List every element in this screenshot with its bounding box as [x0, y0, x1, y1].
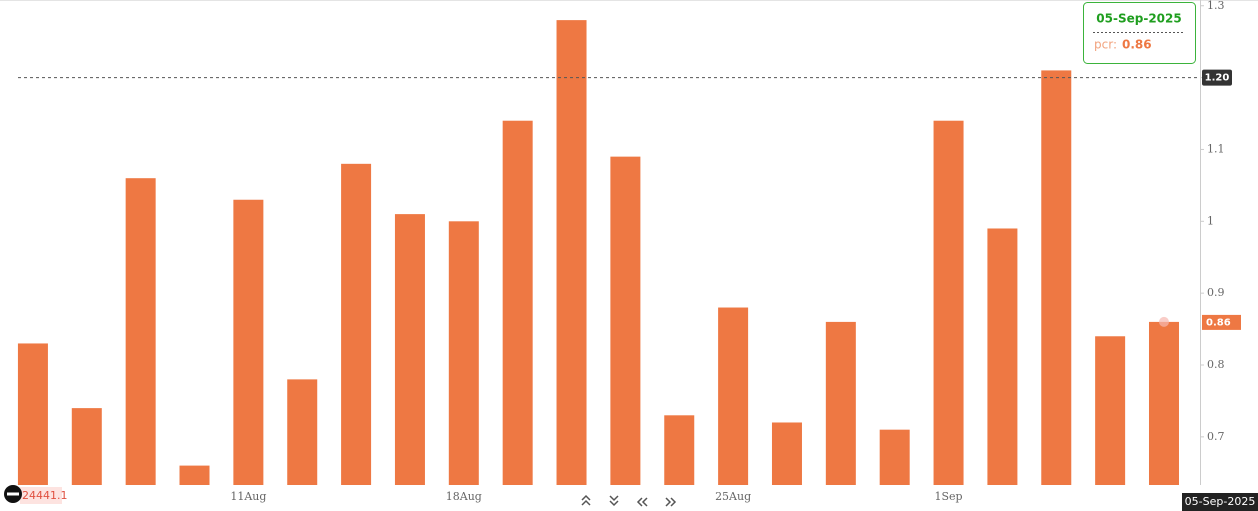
bar: [825, 321, 856, 485]
bar: [1148, 321, 1179, 485]
bar: [233, 199, 264, 485]
bar: [1095, 336, 1126, 485]
bar: [879, 429, 910, 485]
y-tick-label: 1.3: [1207, 0, 1225, 12]
bar: [556, 20, 587, 485]
bar: [610, 156, 641, 486]
x-tick-label: 25Aug: [715, 490, 751, 503]
nav-left[interactable]: [641, 497, 648, 507]
x-crosshair-box: [1182, 493, 1258, 511]
last-value-box: [1202, 314, 1241, 330]
bar: [771, 422, 802, 485]
bar: [448, 221, 479, 485]
tooltip-title: 05-Sep-2025: [1096, 12, 1181, 26]
bar: [394, 214, 425, 485]
bar: [987, 228, 1018, 485]
x-tick-label: 1Sep: [935, 490, 963, 503]
footer-value: 24441.1: [22, 489, 68, 502]
hover-dot: [1158, 316, 1169, 327]
bar: [341, 163, 372, 486]
nav-up[interactable]: [581, 494, 591, 501]
y-tick-label: 0.7: [1207, 430, 1225, 443]
bar: [718, 307, 749, 485]
nav-right[interactable]: [665, 497, 672, 507]
bar: [664, 415, 695, 485]
bar: [17, 343, 48, 485]
x-tick-label: 11Aug: [230, 490, 266, 503]
tooltip: 05-Sep-2025 pcr: 0.86: [1083, 2, 1196, 64]
crosshair-y-label: 1.20: [1205, 73, 1230, 84]
bar: [125, 178, 156, 485]
footer-box: [20, 487, 62, 504]
last-value-label: 0.86: [1206, 317, 1231, 328]
nav-right[interactable]: [670, 497, 677, 507]
y-tick-label: 1.1: [1207, 142, 1225, 155]
y-tick-label: 0.8: [1207, 358, 1225, 371]
tooltip-box: [1083, 2, 1196, 64]
bar: [287, 379, 318, 485]
nav-buttons[interactable]: [581, 494, 677, 507]
bar: [179, 465, 210, 485]
nav-down[interactable]: [609, 495, 619, 502]
remove-icon: [7, 492, 19, 496]
x-crosshair-label: 05-Sep-2025: [1185, 495, 1256, 508]
x-tick-label: 18Aug: [446, 490, 482, 503]
bar: [1041, 70, 1072, 485]
nav-up[interactable]: [581, 499, 591, 506]
nav-down[interactable]: [609, 500, 619, 507]
tooltip-label: pcr:: [1094, 38, 1117, 52]
crosshair-y-box: [1202, 69, 1232, 86]
y-tick-label: 0.9: [1207, 286, 1225, 299]
tooltip-value: 0.86: [1122, 38, 1152, 52]
bar: [71, 408, 102, 485]
bar: [933, 120, 964, 485]
bar: [502, 120, 533, 485]
nav-left[interactable]: [636, 497, 643, 507]
y-tick-label: 1: [1207, 214, 1214, 227]
